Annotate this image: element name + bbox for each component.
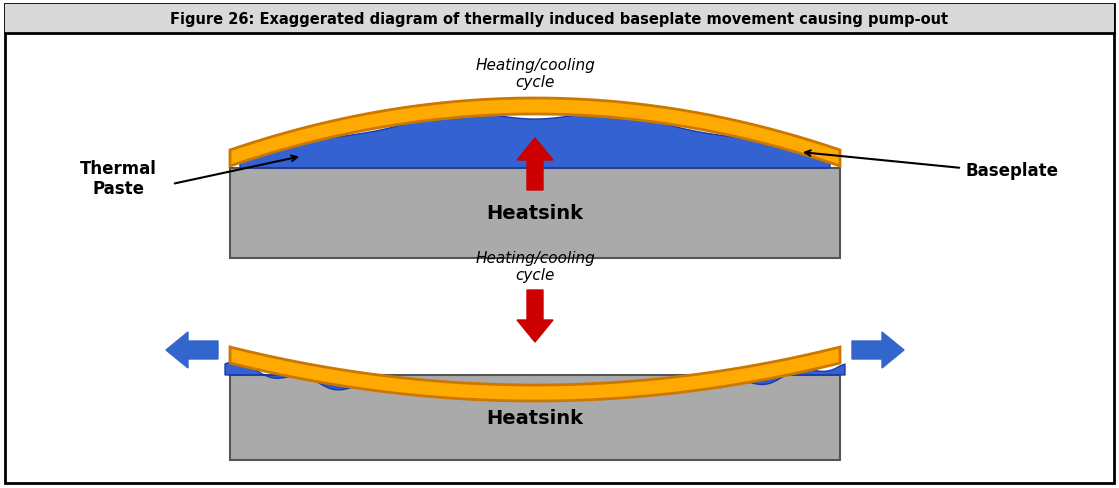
FancyBboxPatch shape bbox=[4, 5, 1115, 483]
Text: Thermal
Paste: Thermal Paste bbox=[79, 159, 157, 198]
Text: Baseplate: Baseplate bbox=[965, 162, 1057, 180]
FancyArrow shape bbox=[852, 332, 904, 368]
Polygon shape bbox=[720, 364, 845, 388]
FancyArrow shape bbox=[517, 290, 553, 342]
Polygon shape bbox=[231, 99, 840, 167]
Text: Heatsink: Heatsink bbox=[487, 204, 583, 223]
FancyBboxPatch shape bbox=[231, 375, 840, 460]
FancyBboxPatch shape bbox=[4, 5, 1115, 34]
Polygon shape bbox=[231, 347, 840, 401]
Text: Heating/cooling
cycle: Heating/cooling cycle bbox=[476, 250, 595, 283]
FancyArrow shape bbox=[166, 332, 218, 368]
Text: Heatsink: Heatsink bbox=[487, 408, 583, 427]
Text: Heating/cooling
cycle: Heating/cooling cycle bbox=[476, 58, 595, 90]
Text: Figure 26: Exaggerated diagram of thermally induced baseplate movement causing p: Figure 26: Exaggerated diagram of therma… bbox=[170, 13, 948, 27]
FancyBboxPatch shape bbox=[231, 169, 840, 259]
FancyArrow shape bbox=[517, 139, 553, 191]
Polygon shape bbox=[225, 362, 350, 390]
Polygon shape bbox=[239, 114, 830, 169]
